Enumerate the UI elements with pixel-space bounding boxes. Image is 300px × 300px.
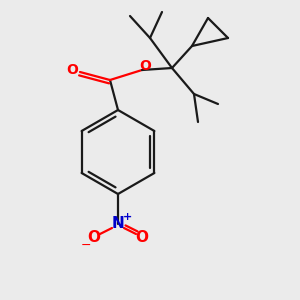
Text: +: + [122, 212, 132, 222]
Text: O: O [139, 59, 151, 73]
Text: −: − [81, 238, 91, 251]
Text: N: N [112, 217, 124, 232]
Text: O: O [136, 230, 148, 245]
Text: O: O [88, 230, 100, 245]
Text: O: O [66, 63, 78, 77]
